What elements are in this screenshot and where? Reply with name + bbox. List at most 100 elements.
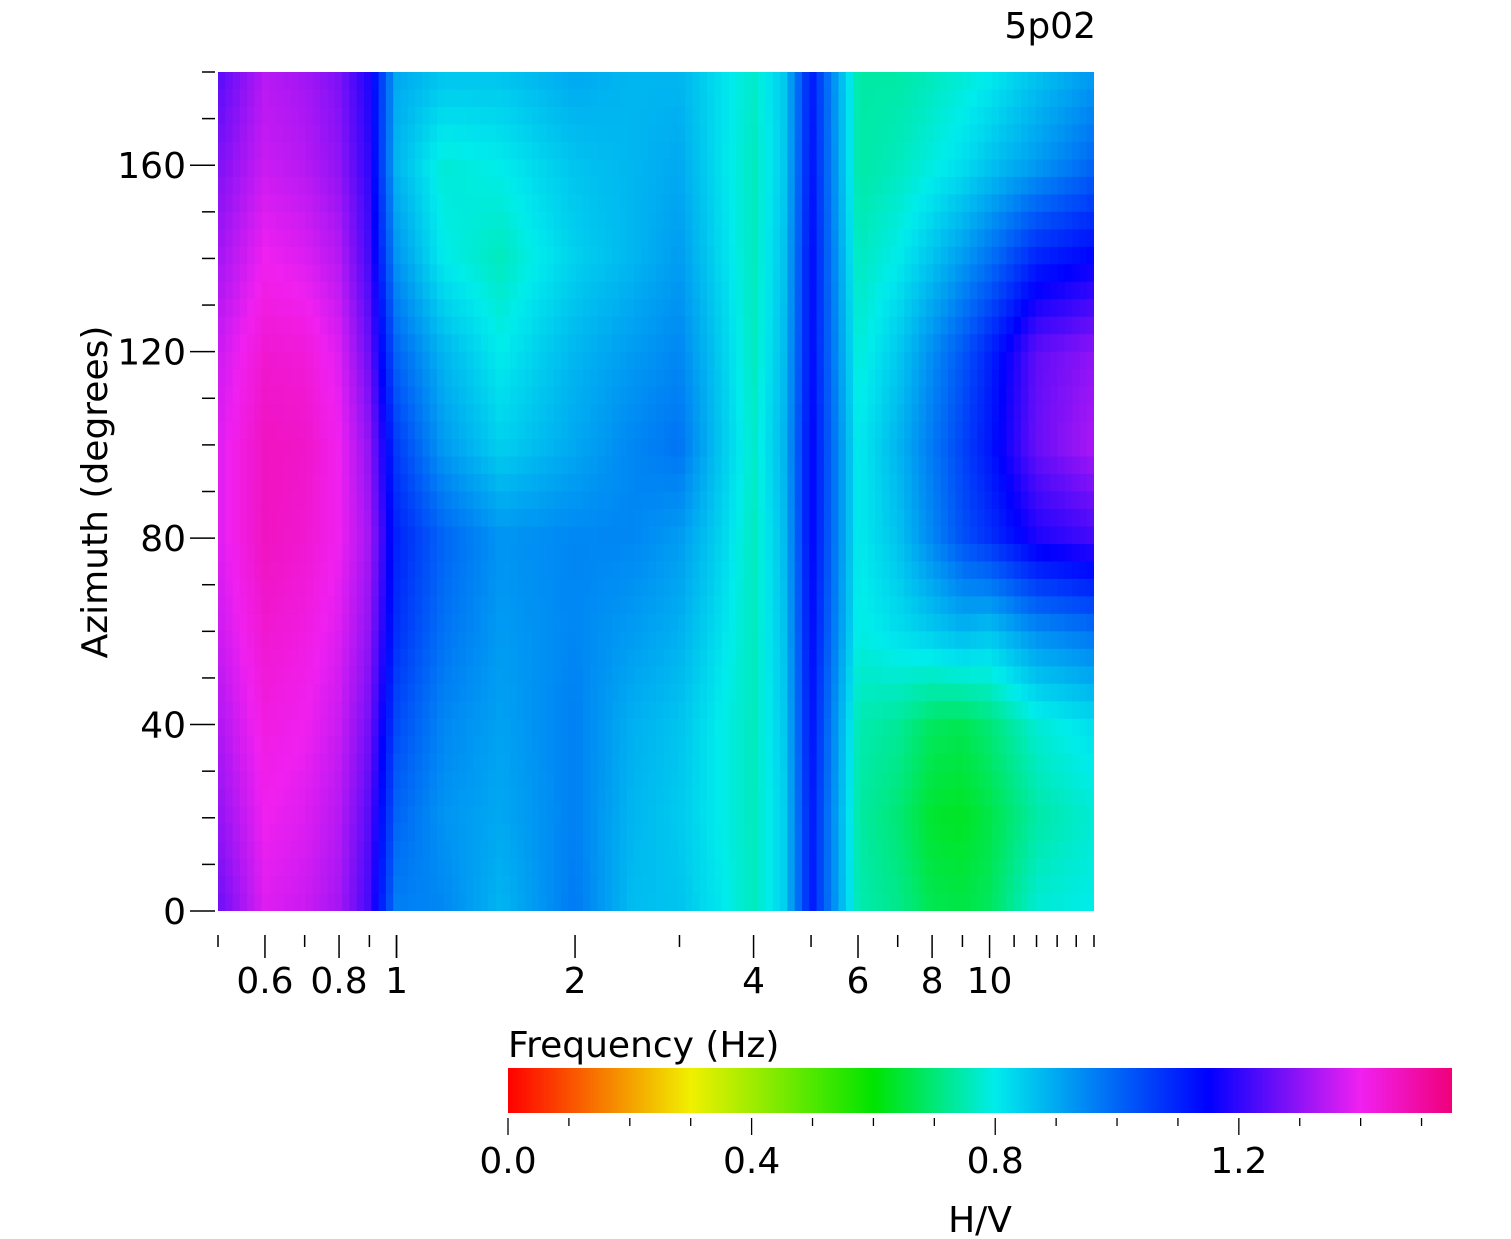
- heatmap-cell: [531, 543, 540, 563]
- heatmap-cell: [283, 508, 292, 528]
- heatmap-cell: [320, 806, 329, 825]
- heatmap-cell: [802, 299, 810, 318]
- heatmap-cell: [312, 334, 321, 353]
- heatmap-cell: [466, 334, 475, 353]
- heatmap-cell: [809, 666, 818, 685]
- heatmap-cell: [889, 194, 898, 213]
- heatmap-cell: [677, 578, 686, 597]
- heatmap-cell: [911, 753, 920, 772]
- heatmap-cell: [663, 106, 672, 126]
- heatmap-cell: [291, 421, 299, 440]
- heatmap-cell: [393, 561, 402, 580]
- heatmap-cell: [590, 404, 599, 423]
- heatmap-cell: [838, 666, 847, 685]
- heatmap-cell: [597, 526, 606, 545]
- heatmap-cell: [524, 753, 533, 772]
- heatmap-cell: [400, 334, 409, 353]
- heatmap-cell: [371, 176, 380, 195]
- heatmap-cell: [962, 334, 971, 353]
- heatmap-cell: [254, 561, 263, 580]
- heatmap-cell: [415, 893, 423, 911]
- heatmap-cell: [239, 281, 248, 300]
- heatmap-cell: [356, 316, 365, 335]
- heatmap-cell: [327, 141, 336, 160]
- heatmap-cell: [218, 369, 226, 388]
- heatmap-cell: [451, 369, 460, 388]
- heatmap-cell: [466, 439, 475, 458]
- heatmap-cell: [816, 194, 825, 213]
- heatmap-cell: [327, 666, 336, 685]
- heatmap-cell: [867, 666, 876, 685]
- heatmap-cell: [524, 246, 533, 265]
- heatmap-cell: [758, 281, 767, 300]
- heatmap-cell: [699, 281, 708, 300]
- heatmap-cell: [283, 106, 292, 126]
- heatmap-cell: [312, 456, 321, 475]
- heatmap-cell: [225, 194, 234, 213]
- heatmap-cell: [802, 578, 810, 597]
- heatmap-cell: [823, 124, 832, 143]
- heatmap-cell: [875, 736, 883, 755]
- heatmap-cell: [634, 596, 642, 615]
- heatmap-cell: [604, 648, 613, 667]
- heatmap-cell: [860, 876, 869, 895]
- heatmap-cell: [444, 474, 453, 493]
- heatmap-cell: [889, 701, 898, 720]
- heatmap-cell: [480, 876, 489, 895]
- heatmap-cell: [480, 631, 489, 650]
- heatmap-cell: [634, 736, 642, 755]
- heatmap-cell: [247, 386, 256, 405]
- heatmap-cell: [451, 613, 460, 632]
- heatmap-cell: [772, 72, 781, 91]
- heatmap-cell: [473, 474, 482, 493]
- heatmap-cell: [612, 841, 621, 860]
- heatmap-cell: [553, 823, 562, 842]
- heatmap-cell: [933, 508, 942, 528]
- heatmap-cell: [298, 613, 307, 632]
- heatmap-cell: [948, 334, 956, 353]
- heatmap-cell: [714, 316, 723, 335]
- heatmap-cell: [305, 841, 314, 860]
- heatmap-cell: [867, 578, 876, 597]
- heatmap-cell: [911, 439, 920, 458]
- heatmap-cell: [714, 823, 723, 842]
- heatmap-cell: [969, 229, 978, 248]
- heatmap-cell: [400, 404, 409, 423]
- heatmap-cell: [356, 613, 365, 632]
- heatmap-cell: [831, 229, 840, 248]
- heatmap-cell: [677, 299, 686, 318]
- heatmap-cell: [729, 771, 737, 790]
- heatmap-cell: [853, 281, 861, 300]
- heatmap-cell: [371, 771, 380, 790]
- heatmap-cell: [568, 718, 577, 737]
- heatmap-cell: [648, 404, 657, 423]
- heatmap-cell: [510, 823, 518, 842]
- heatmap-cell: [531, 666, 540, 685]
- heatmap-cell: [276, 281, 285, 300]
- heatmap-cell: [334, 474, 343, 493]
- heatmap-cell: [758, 543, 767, 563]
- heatmap-cell: [787, 876, 796, 895]
- heatmap-cell: [670, 334, 679, 353]
- heatmap-cell: [882, 841, 891, 860]
- heatmap-cell: [758, 176, 767, 195]
- heatmap-cell: [531, 229, 540, 248]
- heatmap-cell: [802, 613, 810, 632]
- heatmap-cell: [896, 508, 905, 528]
- heatmap-cell: [867, 456, 876, 475]
- heatmap-cell: [312, 508, 321, 528]
- heatmap-cell: [561, 736, 569, 755]
- heatmap-cell: [648, 543, 657, 563]
- heatmap-cell: [729, 648, 737, 667]
- heatmap-cell: [729, 683, 737, 702]
- heatmap-cell: [305, 806, 314, 825]
- heatmap-cell: [853, 386, 861, 405]
- heatmap-cell: [955, 89, 964, 108]
- heatmap-cell: [502, 806, 511, 825]
- heatmap-cell: [364, 876, 372, 895]
- heatmap-cell: [583, 439, 591, 458]
- heatmap-cell: [692, 648, 701, 667]
- heatmap-cell: [305, 631, 314, 650]
- heatmap-cell: [561, 893, 569, 911]
- heatmap-cell: [772, 491, 781, 510]
